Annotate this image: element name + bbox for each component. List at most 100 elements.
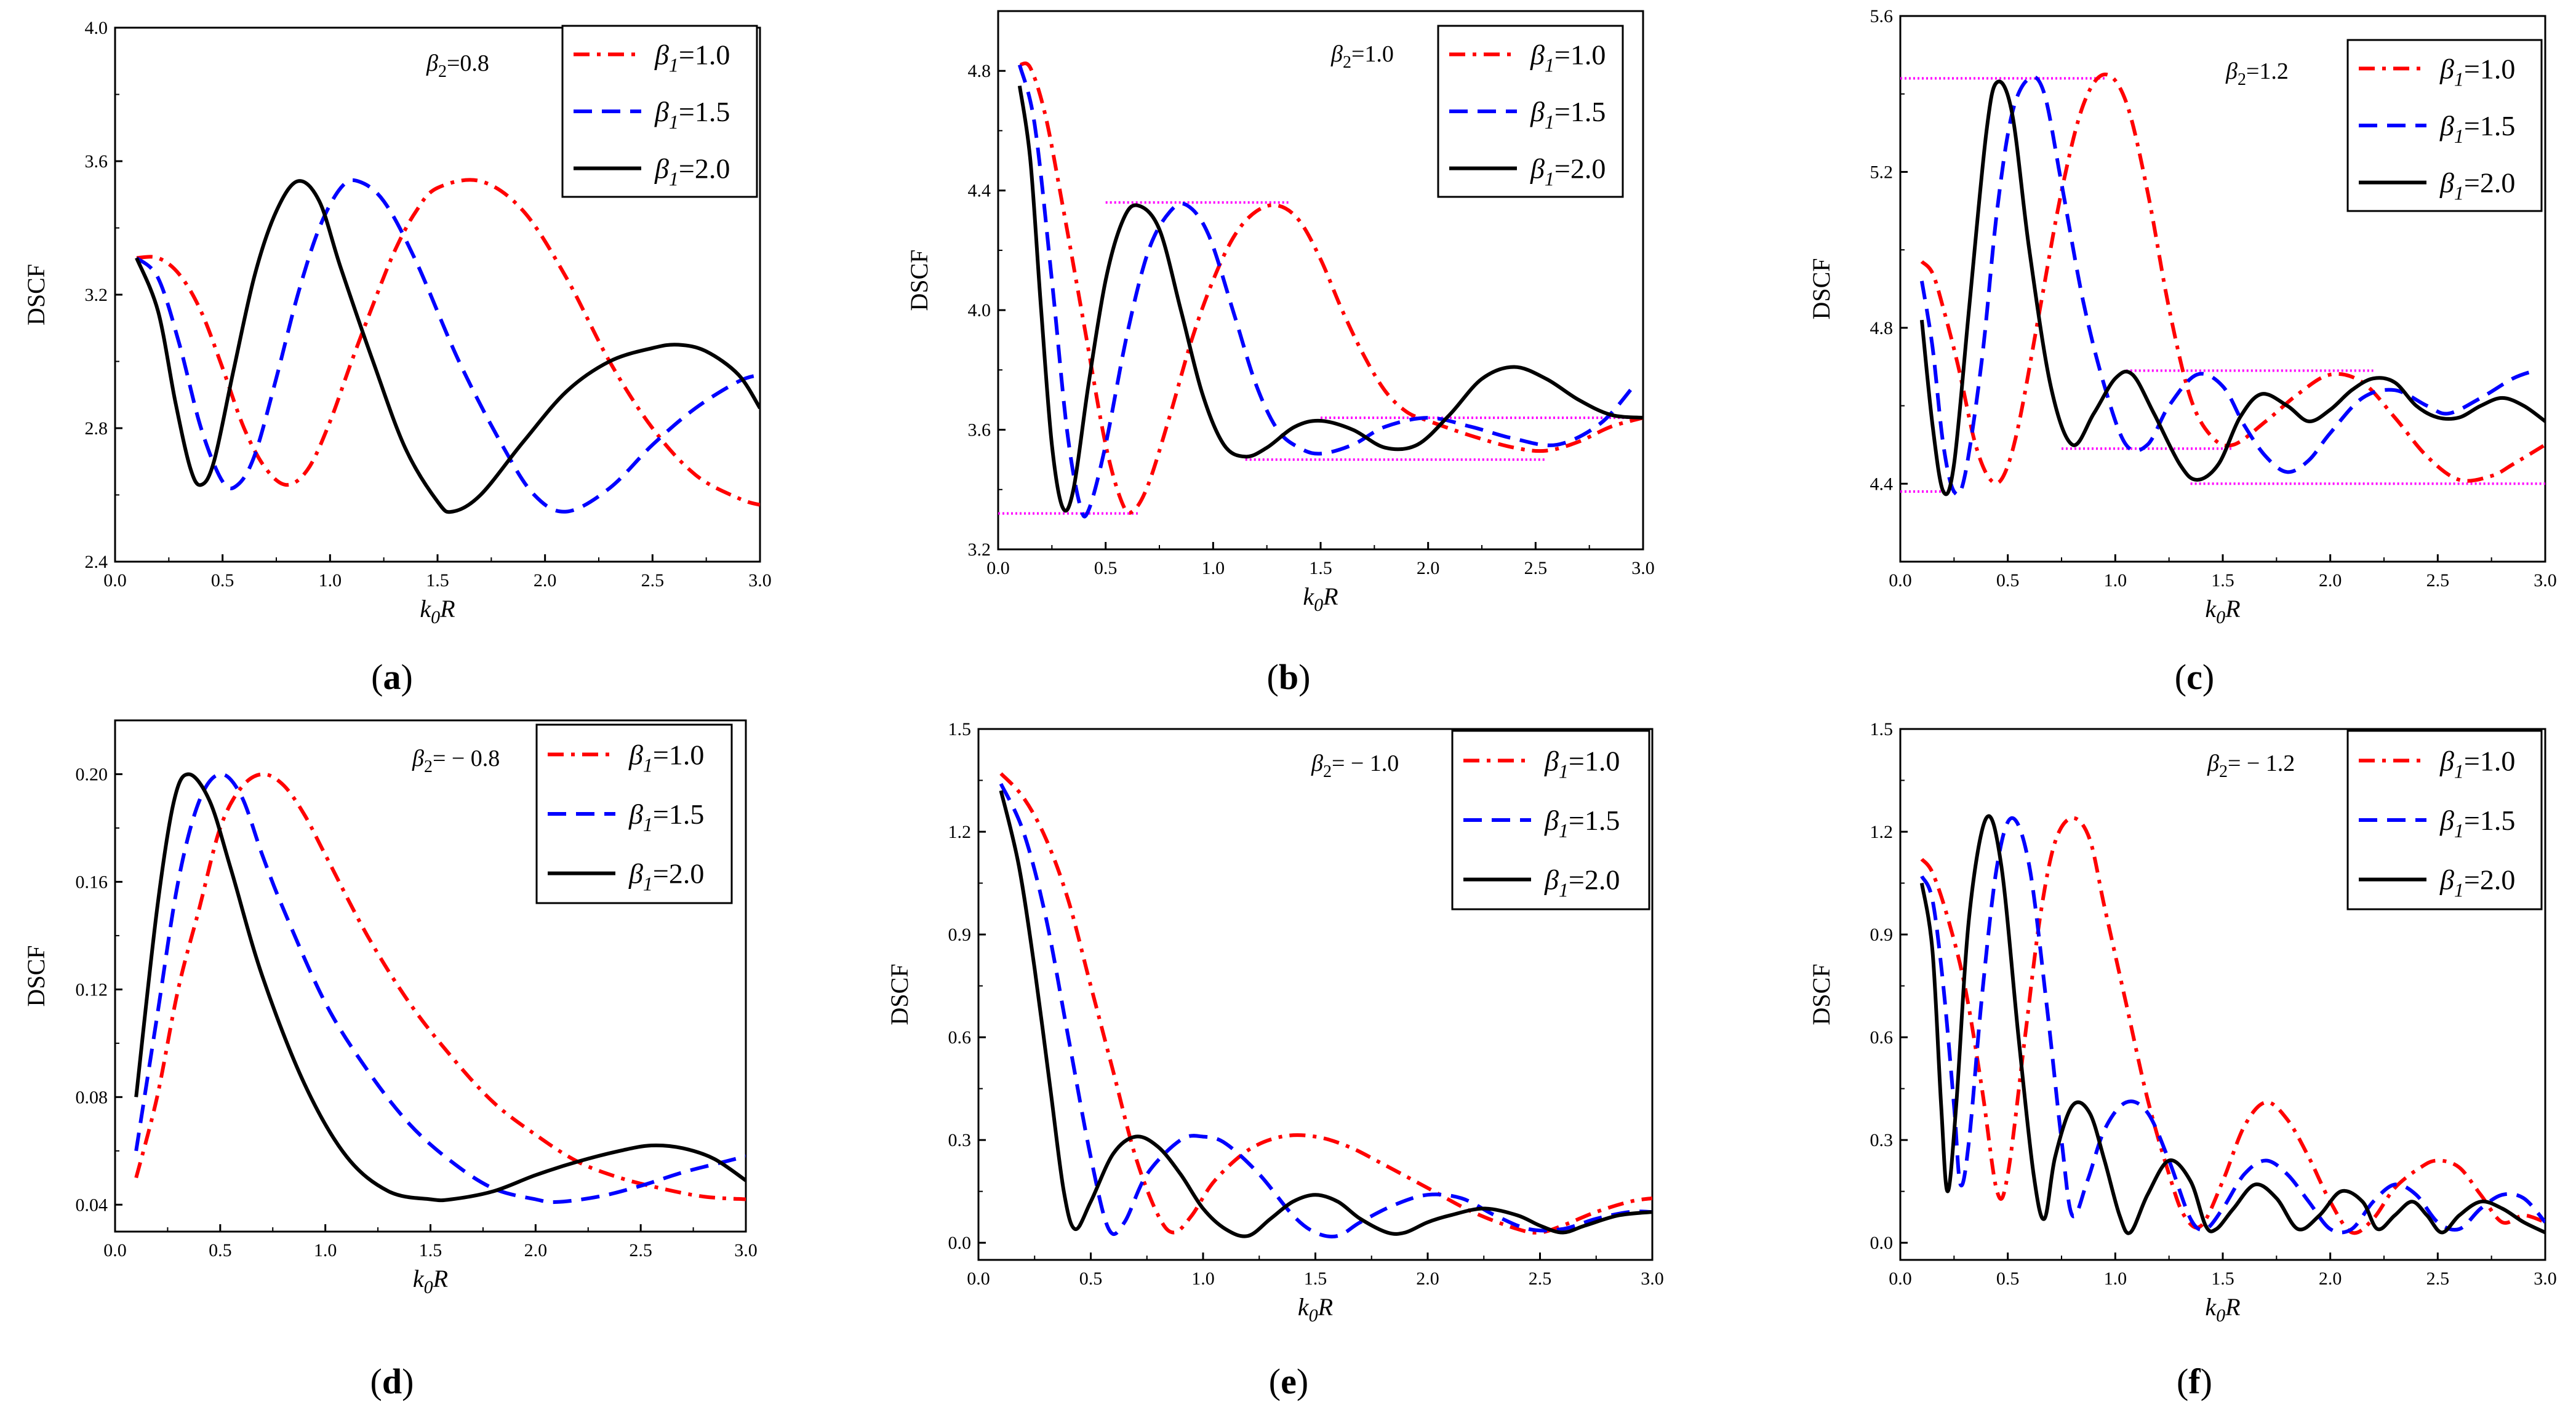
x-tick-label: 3.0 bbox=[734, 1240, 758, 1261]
y-tick-label: 1.5 bbox=[948, 719, 972, 739]
legend-label: β1=1.0 bbox=[628, 739, 704, 776]
x-tick-label: 1.0 bbox=[1191, 1269, 1215, 1289]
y-tick-label: 0.9 bbox=[948, 925, 972, 945]
legend-label: β1=2.0 bbox=[1544, 864, 1620, 901]
x-tick-label: 1.5 bbox=[426, 570, 449, 591]
y-tick-label: 4.4 bbox=[968, 181, 991, 201]
y-tick-label: 0.3 bbox=[1870, 1130, 1894, 1150]
x-tick-label: 2.5 bbox=[1529, 1269, 1552, 1289]
legend-label: β1=1.5 bbox=[1544, 805, 1620, 842]
panel-caption: (f) bbox=[2177, 1361, 2212, 1401]
series-line-1 bbox=[134, 772, 746, 1201]
legend-label: β1=1.0 bbox=[1544, 745, 1620, 782]
x-tick-label: 2.0 bbox=[1416, 1269, 1439, 1289]
x-axis-label: k0R bbox=[413, 1265, 448, 1297]
x-tick-label: 2.5 bbox=[2426, 570, 2450, 591]
chart-a: 0.0 0.5 1.0 1.5 2.0 2.5 3.0 2.4 2.8 3.2 3.6 4.0 k0R D… bbox=[22, 18, 772, 697]
series-line-1 bbox=[1019, 61, 1643, 515]
x-tick-label: 1.5 bbox=[419, 1240, 442, 1261]
y-tick-label: 4.0 bbox=[968, 300, 991, 321]
x-axis-label: k0R bbox=[1298, 1293, 1333, 1326]
y-tick-label: 1.5 bbox=[1870, 719, 1894, 739]
y-tick-label: 2.4 bbox=[85, 552, 108, 572]
y-tick-label: 0.20 bbox=[76, 764, 108, 784]
x-tick-label: 0.0 bbox=[103, 570, 127, 591]
x-tick-label: 0.0 bbox=[967, 1269, 990, 1289]
legend-label: β1=1.0 bbox=[1530, 39, 1606, 76]
x-tick-label: 0.5 bbox=[1079, 1269, 1103, 1289]
x-tick-label: 3.0 bbox=[748, 570, 772, 591]
x-tick-label: 0.5 bbox=[211, 570, 234, 591]
y-tick-label: 0.04 bbox=[76, 1195, 108, 1215]
series-line-1 bbox=[136, 178, 760, 507]
x-tick-label: 2.5 bbox=[629, 1240, 652, 1261]
y-tick-label: 3.2 bbox=[968, 540, 991, 560]
x-tick-label: 0.0 bbox=[1889, 1269, 1912, 1289]
y-axis-label: DSCF bbox=[905, 249, 933, 311]
y-axis-label: DSCF bbox=[886, 963, 913, 1025]
x-tick-label: 0.0 bbox=[1889, 570, 1912, 591]
x-tick-label: 0.0 bbox=[103, 1240, 127, 1261]
chart-c: 0.0 0.5 1.0 1.5 2.0 2.5 3.0 4.4 4.8 5.2 5.6 k0R DSCF… bbox=[1807, 6, 2557, 697]
series-line-3 bbox=[1919, 814, 2545, 1235]
x-tick-label: 1.5 bbox=[2211, 1269, 2234, 1289]
series-line-2 bbox=[135, 178, 760, 514]
y-tick-label: 0.0 bbox=[948, 1233, 972, 1253]
y-tick-label: 3.2 bbox=[85, 285, 108, 305]
x-tick-label: 2.0 bbox=[2319, 1269, 2342, 1289]
x-tick-label: 2.0 bbox=[2319, 570, 2342, 591]
x-axis-label: k0R bbox=[2205, 1293, 2240, 1326]
x-tick-label: 1.0 bbox=[2104, 1269, 2127, 1289]
x-tick-label: 1.5 bbox=[2211, 570, 2234, 591]
beta2-annotation: β2=1.0 bbox=[1330, 41, 1394, 72]
x-tick-label: 1.5 bbox=[1304, 1269, 1327, 1289]
chart-e: 0.0 0.5 1.0 1.5 2.0 2.5 3.0 0.0 0.3 0.6 0.9 1.2 1.5 k… bbox=[886, 719, 1664, 1401]
y-tick-label: 0.0 bbox=[1870, 1233, 1894, 1253]
y-tick-label: 3.6 bbox=[85, 151, 108, 172]
beta2-annotation: β2= − 0.8 bbox=[412, 746, 500, 776]
legend-label: β1=1.5 bbox=[2439, 805, 2515, 842]
x-tick-label: 1.5 bbox=[1309, 558, 1332, 578]
series-line-2 bbox=[1920, 816, 2545, 1235]
y-tick-label: 0.08 bbox=[76, 1087, 108, 1107]
series-line-2 bbox=[1919, 75, 2535, 497]
y-tick-label: 5.6 bbox=[1870, 6, 1894, 26]
y-tick-label: 0.6 bbox=[948, 1027, 972, 1048]
legend-label: β1=2.0 bbox=[654, 153, 730, 190]
panel-caption: (c) bbox=[2175, 657, 2214, 697]
x-tick-label: 2.5 bbox=[1524, 558, 1548, 578]
y-tick-label: 1.2 bbox=[1870, 822, 1894, 842]
y-tick-label: 4.4 bbox=[1870, 474, 1894, 494]
legend-label: β1=1.5 bbox=[2439, 110, 2515, 147]
series-line-1 bbox=[1920, 73, 2545, 485]
series-line-2 bbox=[1017, 64, 1634, 519]
y-axis-label: DSCF bbox=[22, 945, 50, 1006]
chart-f: 0.0 0.5 1.0 1.5 2.0 2.5 3.0 0.0 0.3 0.6 0.9 1.2 1.5 k… bbox=[1807, 719, 2557, 1401]
y-axis-label: DSCF bbox=[22, 264, 50, 325]
beta2-annotation: β2= − 1.2 bbox=[2207, 751, 2295, 781]
y-tick-label: 0.9 bbox=[1870, 925, 1894, 945]
y-axis-label: DSCF bbox=[1807, 963, 1835, 1025]
x-tick-label: 2.5 bbox=[641, 570, 665, 591]
y-tick-label: 5.2 bbox=[1870, 162, 1894, 182]
series-line-3 bbox=[134, 772, 746, 1203]
x-axis-label: k0R bbox=[420, 595, 455, 627]
panel-caption: (d) bbox=[370, 1361, 414, 1401]
panel-caption: (b) bbox=[1267, 657, 1311, 697]
series-line-2 bbox=[999, 783, 1652, 1239]
chart-b: 0.0 0.5 1.0 1.5 2.0 2.5 3.0 3.2 3.6 4.0 4.4 4.8 k0R D… bbox=[905, 10, 1655, 697]
legend-label: β1=1.0 bbox=[2439, 53, 2515, 90]
x-tick-label: 1.0 bbox=[2104, 570, 2127, 591]
x-tick-label: 3.0 bbox=[1641, 1269, 1664, 1289]
x-axis-label: k0R bbox=[1303, 583, 1338, 615]
series-line-3 bbox=[999, 790, 1652, 1238]
beta2-annotation: β2= − 1.0 bbox=[1311, 751, 1399, 781]
y-tick-label: 0.6 bbox=[1870, 1027, 1894, 1048]
beta2-annotation: β2=0.8 bbox=[426, 50, 489, 81]
series-line-3 bbox=[1017, 86, 1643, 513]
y-tick-label: 4.8 bbox=[1870, 318, 1894, 338]
legend-label: β1=2.0 bbox=[2439, 167, 2515, 204]
y-tick-label: 4.0 bbox=[85, 18, 108, 38]
legend: β1=1.0 β1=1.5 β1=2.0 bbox=[535, 723, 733, 904]
